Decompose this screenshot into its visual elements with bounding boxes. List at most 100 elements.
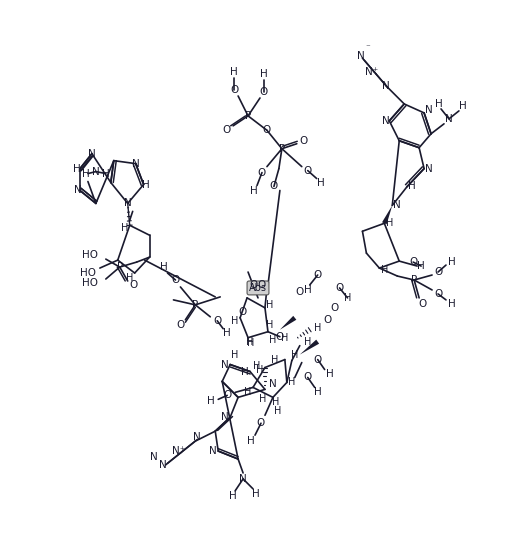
Text: H: H bbox=[247, 436, 255, 446]
Text: O: O bbox=[336, 283, 344, 293]
Text: H: H bbox=[232, 316, 239, 326]
Text: N: N bbox=[239, 474, 247, 484]
Text: O: O bbox=[263, 126, 271, 135]
Text: O: O bbox=[434, 267, 442, 277]
Text: H: H bbox=[344, 293, 351, 303]
Text: P: P bbox=[411, 275, 417, 285]
Text: N: N bbox=[193, 432, 201, 442]
Text: H: H bbox=[253, 360, 261, 371]
Text: H: H bbox=[260, 69, 268, 79]
Text: O: O bbox=[270, 181, 278, 191]
Text: H: H bbox=[272, 397, 280, 407]
Text: O: O bbox=[213, 316, 221, 326]
Text: O: O bbox=[238, 307, 246, 317]
Text: O: O bbox=[434, 289, 442, 299]
Text: O: O bbox=[258, 280, 266, 290]
Text: H: H bbox=[408, 181, 416, 191]
Text: H: H bbox=[126, 273, 133, 283]
Text: O: O bbox=[130, 280, 138, 290]
Text: N: N bbox=[445, 114, 453, 124]
Text: N: N bbox=[209, 446, 217, 456]
Text: N: N bbox=[425, 105, 433, 115]
Text: O: O bbox=[324, 315, 332, 325]
Text: H: H bbox=[73, 163, 81, 174]
Text: H: H bbox=[232, 350, 239, 359]
Text: N: N bbox=[159, 460, 166, 470]
Text: H: H bbox=[317, 177, 325, 187]
Text: H: H bbox=[281, 333, 288, 343]
Text: N: N bbox=[425, 163, 433, 174]
Text: O: O bbox=[223, 391, 231, 401]
Text: N: N bbox=[383, 81, 390, 91]
Text: O: O bbox=[300, 136, 308, 146]
Text: P: P bbox=[117, 262, 123, 272]
Text: O: O bbox=[276, 331, 284, 341]
Text: H: H bbox=[304, 285, 312, 295]
Polygon shape bbox=[300, 340, 319, 354]
Text: H: H bbox=[269, 335, 277, 345]
Text: H: H bbox=[250, 186, 258, 196]
Text: O: O bbox=[330, 303, 339, 313]
Text: H: H bbox=[274, 406, 282, 416]
Text: O: O bbox=[258, 167, 266, 177]
Text: O: O bbox=[409, 257, 417, 267]
Text: N: N bbox=[269, 379, 277, 389]
Text: H: H bbox=[417, 261, 425, 271]
Text: H: H bbox=[288, 377, 296, 387]
Text: HO: HO bbox=[82, 250, 98, 260]
Text: H: H bbox=[386, 218, 393, 228]
Text: H: H bbox=[256, 364, 264, 374]
Text: N: N bbox=[92, 167, 100, 176]
Text: H: H bbox=[230, 67, 238, 77]
Text: N: N bbox=[150, 452, 158, 462]
Text: N: N bbox=[383, 116, 390, 126]
Text: H: H bbox=[207, 396, 215, 406]
Text: H: H bbox=[142, 180, 149, 190]
Text: P: P bbox=[192, 300, 199, 310]
Text: N⁺: N⁺ bbox=[365, 67, 378, 77]
Text: O: O bbox=[303, 166, 312, 176]
Text: O: O bbox=[296, 287, 304, 297]
Text: H: H bbox=[459, 101, 467, 111]
Text: H: H bbox=[247, 336, 254, 347]
Text: H: H bbox=[314, 323, 322, 333]
Text: H: H bbox=[247, 338, 255, 348]
Text: N: N bbox=[132, 158, 140, 169]
Text: H: H bbox=[448, 257, 456, 267]
Text: O: O bbox=[222, 125, 230, 135]
Text: H: H bbox=[271, 354, 279, 364]
Text: H: H bbox=[102, 169, 110, 179]
Text: ⁻: ⁻ bbox=[365, 44, 370, 53]
Text: N: N bbox=[357, 51, 364, 61]
Text: H: H bbox=[381, 265, 388, 275]
Text: P: P bbox=[245, 111, 251, 121]
Text: O: O bbox=[260, 87, 268, 97]
Text: N: N bbox=[74, 185, 82, 195]
Polygon shape bbox=[382, 205, 392, 224]
Text: N⁺: N⁺ bbox=[172, 446, 185, 456]
Text: H: H bbox=[252, 489, 260, 499]
Text: O: O bbox=[171, 275, 179, 285]
Text: H: H bbox=[314, 387, 322, 397]
Text: H: H bbox=[326, 369, 333, 379]
Text: H: H bbox=[229, 491, 237, 501]
Text: H: H bbox=[223, 328, 231, 338]
Text: H: H bbox=[245, 387, 252, 397]
Text: O: O bbox=[230, 85, 238, 95]
Text: O: O bbox=[418, 299, 426, 309]
Text: N: N bbox=[393, 200, 401, 210]
Polygon shape bbox=[280, 316, 296, 330]
Text: H: H bbox=[260, 395, 267, 405]
Text: H: H bbox=[82, 169, 90, 179]
Text: O: O bbox=[257, 418, 265, 428]
Text: N: N bbox=[88, 148, 96, 158]
Text: H: H bbox=[304, 336, 311, 347]
Text: P: P bbox=[279, 144, 285, 153]
Text: Abs: Abs bbox=[249, 283, 267, 293]
Text: H: H bbox=[448, 299, 456, 309]
Text: O: O bbox=[249, 280, 257, 290]
Text: O: O bbox=[313, 270, 322, 280]
Text: O: O bbox=[303, 373, 312, 382]
Text: H: H bbox=[121, 223, 128, 233]
Text: HO: HO bbox=[82, 278, 98, 288]
